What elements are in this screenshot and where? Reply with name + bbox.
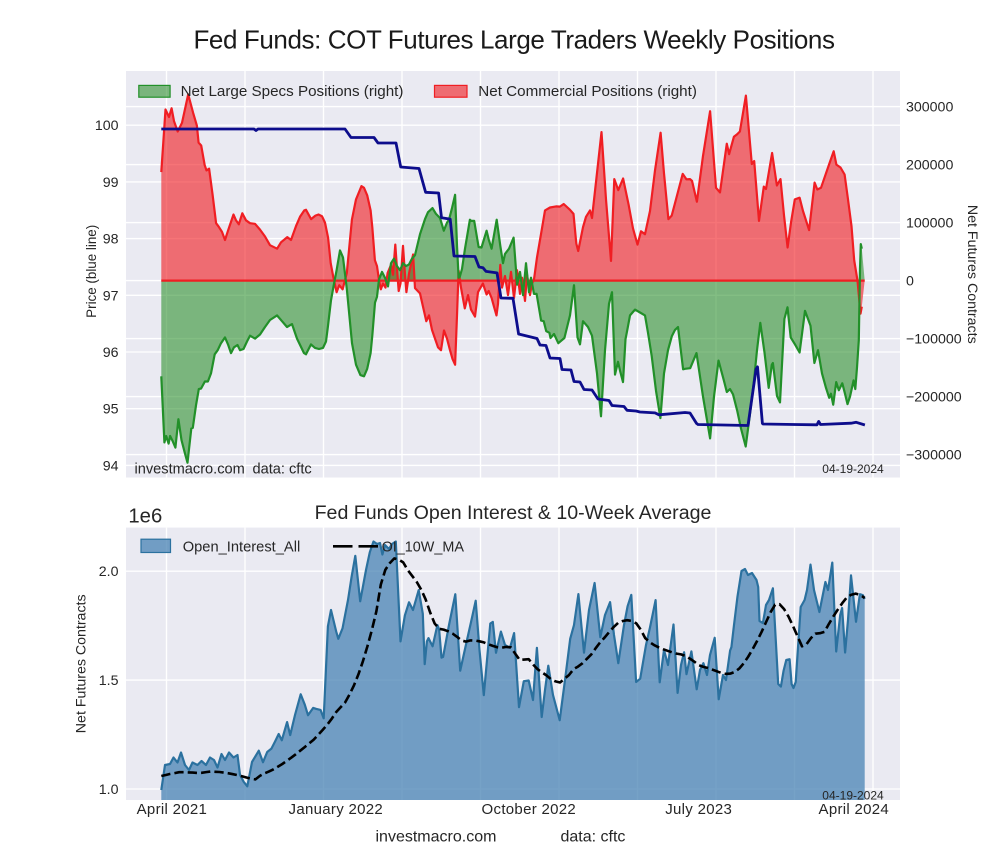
svg-text:−300000: −300000 bbox=[906, 448, 962, 464]
svg-text:data: cftc: data: cftc bbox=[561, 829, 626, 846]
svg-text:Net Large Specs Positions (rig: Net Large Specs Positions (right) bbox=[181, 83, 404, 100]
svg-text:October 2022: October 2022 bbox=[482, 801, 577, 818]
svg-text:200000: 200000 bbox=[906, 158, 953, 174]
svg-text:Fed Funds: COT Futures Large T: Fed Funds: COT Futures Large Traders Wee… bbox=[193, 25, 835, 55]
svg-text:July 2023: July 2023 bbox=[665, 801, 732, 818]
svg-text:investmacro.com: investmacro.com bbox=[376, 829, 497, 846]
svg-text:Fed Funds Open Interest & 10-W: Fed Funds Open Interest & 10-Week Averag… bbox=[315, 502, 712, 524]
svg-text:1.5: 1.5 bbox=[99, 673, 119, 689]
svg-text:−200000: −200000 bbox=[906, 390, 962, 406]
svg-text:OI_10W_MA: OI_10W_MA bbox=[382, 540, 465, 556]
svg-text:98: 98 bbox=[103, 232, 119, 248]
svg-text:April 2021: April 2021 bbox=[137, 801, 208, 818]
svg-text:96: 96 bbox=[103, 345, 119, 361]
svg-text:300000: 300000 bbox=[906, 100, 953, 116]
svg-text:97: 97 bbox=[103, 288, 119, 304]
svg-text:04-19-2024: 04-19-2024 bbox=[822, 789, 884, 803]
svg-text:January 2022: January 2022 bbox=[289, 801, 384, 818]
svg-text:2.0: 2.0 bbox=[99, 564, 119, 580]
svg-text:0: 0 bbox=[906, 274, 914, 290]
svg-text:100000: 100000 bbox=[906, 216, 953, 232]
svg-text:Net Futures Contracts: Net Futures Contracts bbox=[964, 205, 980, 344]
svg-text:April 2024: April 2024 bbox=[819, 801, 890, 818]
svg-text:−100000: −100000 bbox=[906, 332, 962, 348]
svg-text:1e6: 1e6 bbox=[128, 506, 162, 528]
svg-text:94: 94 bbox=[103, 458, 119, 474]
svg-text:data: cftc: data: cftc bbox=[253, 461, 312, 477]
svg-text:04-19-2024: 04-19-2024 bbox=[822, 462, 884, 476]
svg-text:Price (blue line): Price (blue line) bbox=[84, 225, 99, 318]
svg-text:95: 95 bbox=[103, 402, 119, 418]
svg-text:Open_Interest_All: Open_Interest_All bbox=[183, 540, 301, 556]
svg-text:99: 99 bbox=[103, 175, 119, 191]
svg-text:100: 100 bbox=[95, 118, 119, 134]
svg-text:Net Commercial Positions (righ: Net Commercial Positions (right) bbox=[478, 83, 697, 100]
svg-text:investmacro.com: investmacro.com bbox=[135, 461, 245, 477]
svg-text:1.0: 1.0 bbox=[99, 782, 119, 798]
svg-text:Net Futures Contracts: Net Futures Contracts bbox=[74, 594, 90, 733]
